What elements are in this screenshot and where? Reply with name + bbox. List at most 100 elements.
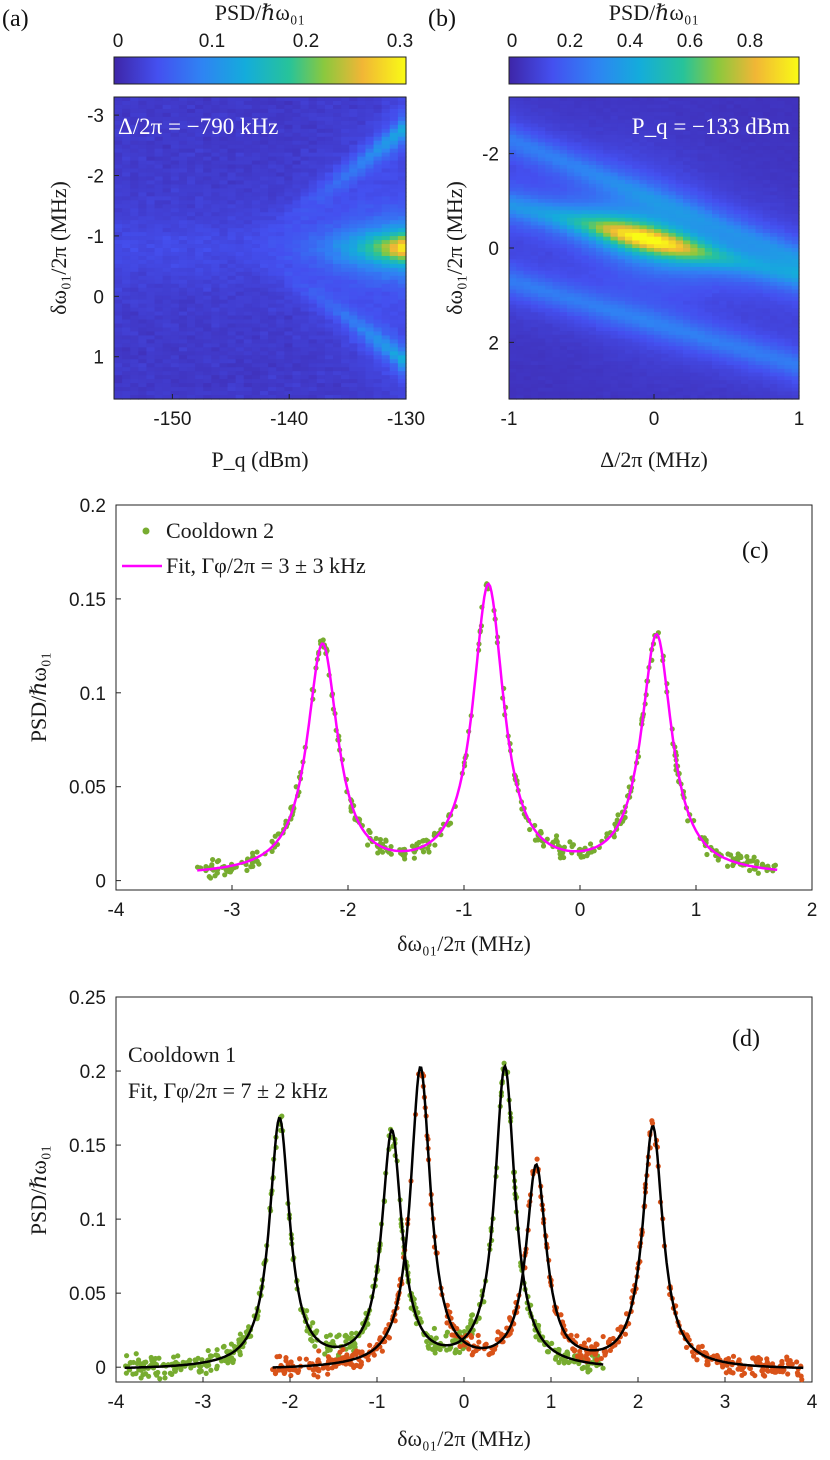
heatmap-b-cell bbox=[632, 266, 641, 272]
heatmap-a-cell bbox=[235, 216, 245, 221]
heatmap-b-cell bbox=[675, 153, 684, 158]
heatmap-a-cell bbox=[268, 347, 277, 352]
heatmap-b-cell bbox=[639, 278, 648, 283]
heatmap-b-cell bbox=[559, 395, 568, 400]
heatmap-b-cell bbox=[639, 225, 648, 230]
heatmap-a-cell bbox=[260, 100, 269, 106]
heatmap-a-cell bbox=[324, 204, 334, 209]
heatmap-a-cell bbox=[357, 355, 367, 360]
heatmap-b-cell bbox=[625, 221, 633, 226]
heatmap-b-cell bbox=[697, 274, 706, 279]
heatmap-a-cell bbox=[316, 224, 326, 229]
heatmap-b-cell bbox=[603, 195, 612, 200]
heatmap-b-cell bbox=[610, 308, 619, 313]
heatmap-a-cell bbox=[170, 192, 180, 197]
heatmap-b-cell bbox=[697, 365, 706, 370]
heatmap-a-cell bbox=[146, 97, 156, 102]
heatmap-b-cell bbox=[530, 164, 539, 170]
heatmap-a-cell bbox=[195, 279, 204, 285]
heatmap-b-cell bbox=[581, 176, 590, 181]
heatmap-a-cell bbox=[211, 164, 221, 170]
heatmap-b-cell bbox=[516, 248, 525, 253]
heatmap-b-cell bbox=[668, 217, 677, 223]
heatmap-a-cell bbox=[251, 363, 261, 368]
heatmap-a-cell bbox=[187, 343, 196, 348]
heatmap-b-cell bbox=[661, 195, 670, 200]
heatmap-b-cell bbox=[675, 97, 684, 102]
heatmap-a-cell bbox=[227, 267, 237, 273]
heatmap-a-cell bbox=[268, 351, 277, 356]
heatmap-b-cell bbox=[596, 365, 604, 370]
heatmap-b-cell bbox=[646, 236, 655, 242]
heatmap-b-cell bbox=[596, 108, 604, 113]
heatmap-a-cell bbox=[251, 331, 261, 337]
heatmap-b-cell bbox=[552, 180, 561, 185]
heatmap-a-cell bbox=[276, 212, 285, 217]
heatmap-a-cell bbox=[170, 152, 180, 158]
heatmap-b-cell bbox=[639, 365, 648, 370]
heatmap-a-cell bbox=[300, 104, 310, 110]
heatmap-b-cell bbox=[552, 232, 561, 238]
heatmap-b-cell bbox=[603, 142, 612, 147]
heatmap-b-cell bbox=[552, 285, 561, 291]
heatmap-a-cell bbox=[251, 124, 261, 130]
heatmap-b-cell bbox=[588, 278, 597, 283]
heatmap-a-cell bbox=[130, 303, 139, 309]
heatmap-b-cell bbox=[683, 304, 691, 309]
heatmap-a-cell bbox=[349, 299, 358, 305]
heatmap-b-cell bbox=[654, 319, 662, 325]
heatmap-a-cell bbox=[114, 244, 123, 249]
heatmap-a-cell bbox=[316, 97, 326, 102]
heatmap-a-cell bbox=[292, 240, 302, 245]
heatmap-b-cell bbox=[610, 236, 619, 242]
heatmap-b-cell bbox=[596, 149, 604, 155]
heatmap-b-cell bbox=[538, 149, 546, 155]
heatmap-b-cell bbox=[559, 266, 568, 272]
heatmap-a-cell bbox=[154, 132, 164, 138]
heatmap-a-cell bbox=[227, 363, 237, 368]
heatmap-b-cell bbox=[603, 304, 612, 309]
heatmap-a-cell bbox=[203, 248, 212, 253]
heatmap-a-cell bbox=[292, 132, 302, 138]
heatmap-a-cell bbox=[130, 248, 139, 253]
heatmap-b-cell bbox=[661, 172, 670, 177]
heatmap-a-cell bbox=[365, 299, 375, 305]
heatmap-a-cell bbox=[292, 152, 302, 158]
heatmap-b-cell bbox=[617, 300, 626, 306]
heatmap-b-cell bbox=[683, 255, 691, 260]
heatmap-b-cell bbox=[588, 198, 597, 204]
heatmap-b-cell bbox=[639, 297, 648, 302]
heatmap-a-cell bbox=[211, 383, 221, 388]
heatmap-b-cell bbox=[545, 270, 554, 276]
heatmap-a-cell bbox=[170, 383, 180, 388]
heatmap-a-cell bbox=[268, 319, 277, 325]
heatmap-b-cell bbox=[559, 187, 568, 192]
heatmap-a-cell bbox=[114, 339, 123, 344]
heatmap-a-cell bbox=[219, 184, 229, 189]
heatmap-a-cell bbox=[195, 180, 204, 186]
heatmap-a-cell bbox=[114, 363, 123, 368]
heatmap-a-cell bbox=[130, 212, 139, 217]
heatmap-b-cell bbox=[690, 334, 699, 340]
heatmap-b-cell bbox=[661, 153, 670, 158]
heatmap-a-cell bbox=[130, 267, 139, 273]
heatmap-b-cell bbox=[632, 115, 641, 121]
heatmap-b-cell bbox=[661, 361, 670, 366]
heatmap-b-cell bbox=[581, 285, 590, 291]
heatmap-a-cell bbox=[381, 100, 391, 106]
heatmap-a-cell bbox=[276, 363, 285, 368]
heatmap-a-cell bbox=[316, 148, 326, 154]
heatmap-a-cell bbox=[187, 212, 196, 217]
heatmap-a-cell bbox=[300, 100, 310, 106]
heatmap-b-cell bbox=[574, 380, 583, 385]
heatmap-b-cell bbox=[516, 153, 525, 158]
heatmap-b-cell bbox=[675, 248, 684, 253]
heatmap-b-cell bbox=[552, 315, 561, 321]
heatmap-b-cell bbox=[523, 138, 532, 143]
heatmap-b-cell bbox=[697, 323, 706, 328]
heatmap-a-cell bbox=[195, 124, 204, 130]
heatmap-a-cell bbox=[235, 200, 245, 205]
heatmap-b-cell bbox=[588, 112, 597, 117]
heatmap-a-cell bbox=[211, 387, 221, 392]
heatmap-b-cell bbox=[625, 255, 633, 260]
